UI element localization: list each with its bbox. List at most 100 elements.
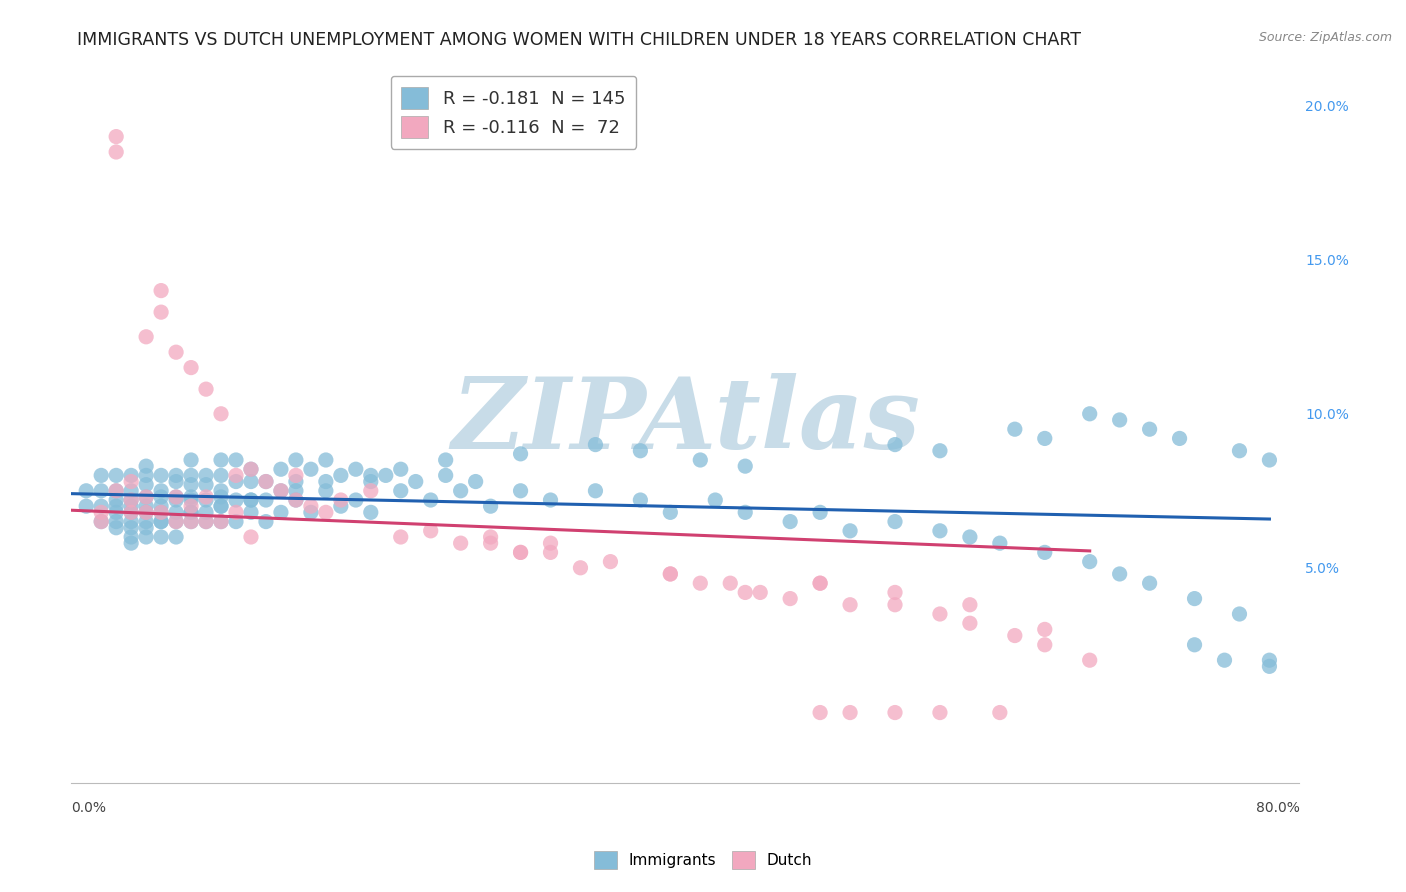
Point bbox=[988, 706, 1011, 720]
Point bbox=[1258, 453, 1281, 467]
Point bbox=[209, 468, 232, 483]
Point bbox=[929, 607, 952, 621]
Point bbox=[135, 505, 157, 519]
Point bbox=[284, 453, 307, 467]
Point bbox=[180, 493, 202, 508]
Point bbox=[884, 598, 907, 612]
Point bbox=[1258, 653, 1281, 667]
Point bbox=[1168, 432, 1191, 446]
Point bbox=[884, 585, 907, 599]
Point bbox=[1033, 545, 1056, 559]
Point bbox=[628, 443, 651, 458]
Point bbox=[718, 576, 741, 591]
Point bbox=[225, 468, 247, 483]
Point bbox=[165, 530, 187, 544]
Point bbox=[270, 483, 292, 498]
Point bbox=[360, 468, 382, 483]
Point bbox=[284, 493, 307, 508]
Point bbox=[315, 483, 337, 498]
Point bbox=[135, 515, 157, 529]
Point bbox=[90, 468, 112, 483]
Point bbox=[209, 407, 232, 421]
Point bbox=[165, 493, 187, 508]
Point bbox=[779, 515, 801, 529]
Point bbox=[150, 505, 173, 519]
Point bbox=[1139, 422, 1161, 436]
Point bbox=[389, 462, 412, 476]
Point bbox=[434, 453, 457, 467]
Point bbox=[254, 475, 277, 489]
Point bbox=[150, 505, 173, 519]
Point bbox=[585, 483, 607, 498]
Point bbox=[585, 437, 607, 451]
Point bbox=[929, 443, 952, 458]
Point bbox=[195, 468, 218, 483]
Point bbox=[1033, 623, 1056, 637]
Point bbox=[239, 475, 262, 489]
Point bbox=[1258, 659, 1281, 673]
Point bbox=[75, 483, 97, 498]
Point bbox=[239, 493, 262, 508]
Point bbox=[959, 616, 981, 631]
Point bbox=[105, 129, 128, 144]
Point bbox=[1108, 566, 1130, 581]
Point bbox=[105, 493, 128, 508]
Point bbox=[105, 515, 128, 529]
Point bbox=[120, 475, 142, 489]
Point bbox=[704, 493, 727, 508]
Point bbox=[779, 591, 801, 606]
Point bbox=[165, 345, 187, 359]
Point bbox=[209, 515, 232, 529]
Point bbox=[180, 499, 202, 513]
Point bbox=[135, 490, 157, 504]
Point bbox=[135, 477, 157, 491]
Point bbox=[105, 483, 128, 498]
Point bbox=[195, 493, 218, 508]
Point bbox=[360, 505, 382, 519]
Point bbox=[929, 706, 952, 720]
Point bbox=[225, 475, 247, 489]
Point bbox=[839, 524, 862, 538]
Point bbox=[1078, 407, 1101, 421]
Point bbox=[120, 483, 142, 498]
Point bbox=[284, 475, 307, 489]
Point bbox=[135, 530, 157, 544]
Point bbox=[165, 515, 187, 529]
Point bbox=[209, 515, 232, 529]
Point bbox=[884, 437, 907, 451]
Point bbox=[195, 477, 218, 491]
Point bbox=[315, 453, 337, 467]
Legend: R = -0.181  N = 145, R = -0.116  N =  72: R = -0.181 N = 145, R = -0.116 N = 72 bbox=[391, 76, 637, 149]
Point bbox=[254, 475, 277, 489]
Point bbox=[120, 468, 142, 483]
Point bbox=[180, 515, 202, 529]
Point bbox=[734, 585, 756, 599]
Point bbox=[90, 483, 112, 498]
Point bbox=[270, 483, 292, 498]
Point bbox=[659, 566, 682, 581]
Point bbox=[195, 382, 218, 396]
Point bbox=[165, 468, 187, 483]
Point bbox=[599, 555, 621, 569]
Point bbox=[150, 305, 173, 319]
Point bbox=[195, 515, 218, 529]
Point bbox=[75, 499, 97, 513]
Point bbox=[374, 468, 396, 483]
Point bbox=[225, 453, 247, 467]
Point bbox=[689, 576, 711, 591]
Point bbox=[120, 499, 142, 513]
Text: 80.0%: 80.0% bbox=[1256, 802, 1299, 815]
Point bbox=[450, 483, 472, 498]
Point bbox=[959, 530, 981, 544]
Point bbox=[165, 515, 187, 529]
Point bbox=[1213, 653, 1236, 667]
Point bbox=[90, 515, 112, 529]
Text: IMMIGRANTS VS DUTCH UNEMPLOYMENT AMONG WOMEN WITH CHILDREN UNDER 18 YEARS CORREL: IMMIGRANTS VS DUTCH UNEMPLOYMENT AMONG W… bbox=[77, 31, 1081, 49]
Point bbox=[808, 706, 831, 720]
Point bbox=[419, 524, 441, 538]
Point bbox=[105, 145, 128, 159]
Point bbox=[120, 493, 142, 508]
Point bbox=[988, 536, 1011, 550]
Point bbox=[434, 468, 457, 483]
Point bbox=[540, 493, 562, 508]
